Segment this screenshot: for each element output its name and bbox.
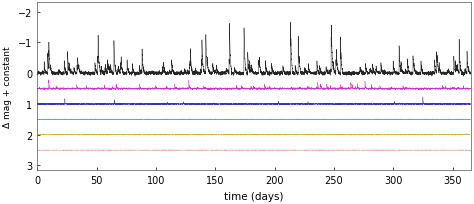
X-axis label: time (days): time (days) [224, 191, 283, 201]
Y-axis label: Δ mag + constant: Δ mag + constant [3, 46, 12, 128]
